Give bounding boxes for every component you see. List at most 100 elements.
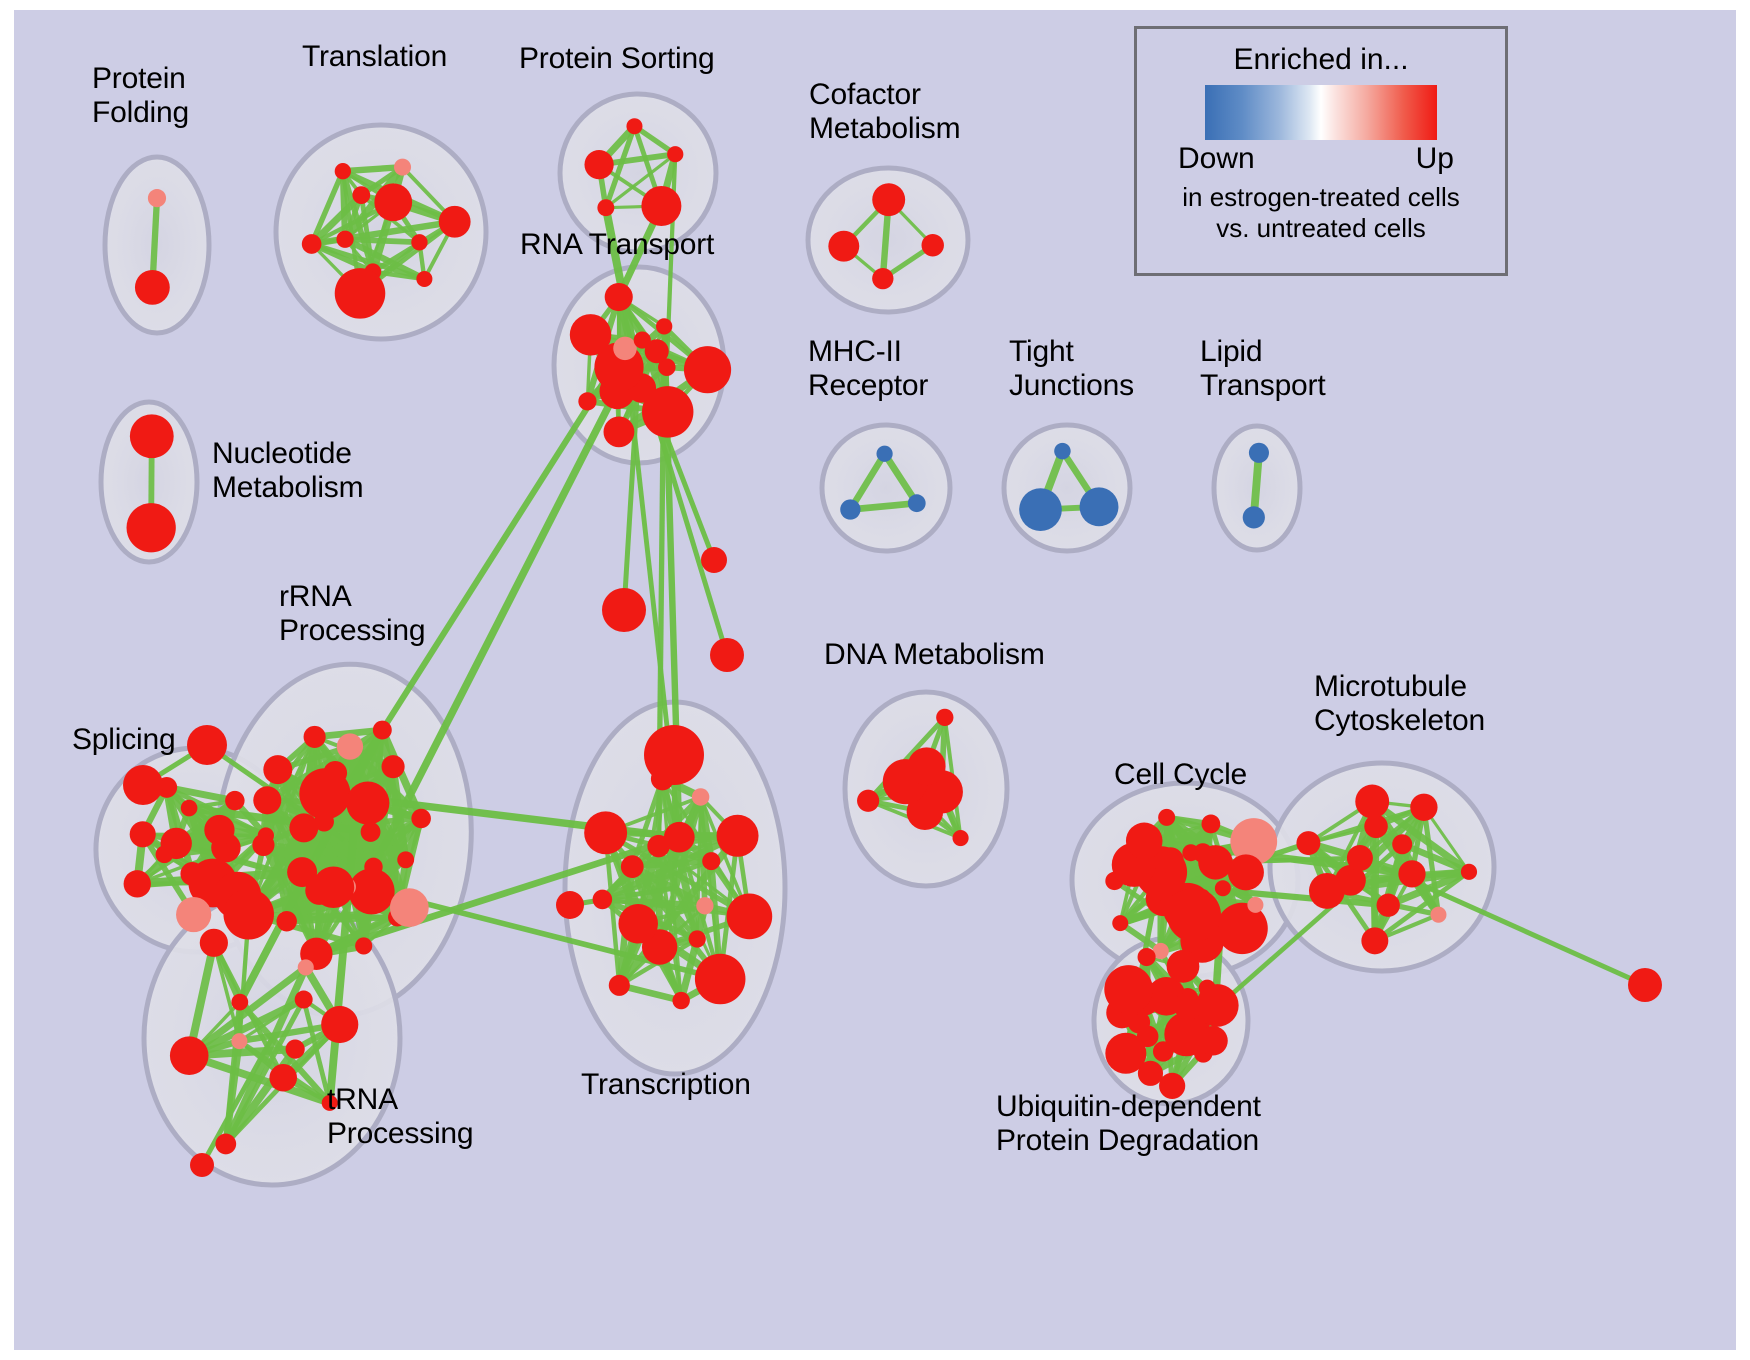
- gene-set-node-rrna-processing[interactable]: [348, 868, 395, 915]
- gene-set-node-transcription[interactable]: [702, 852, 721, 871]
- gene-set-node-microtubule-cytoskeleton[interactable]: [1398, 860, 1426, 888]
- gene-set-node-trna-processing[interactable]: [215, 1133, 237, 1155]
- gene-set-node-splicing[interactable]: [225, 790, 245, 811]
- gene-set-node-rrna-processing[interactable]: [346, 781, 390, 825]
- gene-set-node-nucleotide-metabolism[interactable]: [129, 414, 174, 459]
- gene-set-node-ubiquitin-protein-degradation[interactable]: [1137, 947, 1156, 967]
- gene-set-node-protein-folding[interactable]: [147, 189, 167, 208]
- gene-set-node-rna-transport[interactable]: [658, 358, 676, 376]
- gene-set-node-dna-metabolism[interactable]: [857, 789, 880, 812]
- gene-set-node-bridge[interactable]: [187, 725, 227, 765]
- gene-set-node-protein-sorting[interactable]: [584, 150, 614, 180]
- gene-set-node-rna-transport[interactable]: [633, 331, 651, 349]
- gene-set-node-splicing[interactable]: [204, 814, 235, 846]
- gene-set-node-translation[interactable]: [411, 234, 428, 251]
- gene-set-node-translation[interactable]: [393, 158, 412, 176]
- gene-set-node-microtubule-cytoskeleton[interactable]: [1296, 831, 1321, 856]
- gene-set-node-cell-cycle[interactable]: [1198, 845, 1233, 880]
- gene-set-node-ubiquitin-protein-degradation[interactable]: [1159, 1072, 1186, 1099]
- gene-set-node-microtubule-cytoskeleton[interactable]: [1355, 784, 1390, 819]
- gene-set-node-trna-processing[interactable]: [297, 959, 314, 976]
- gene-set-node-transcription[interactable]: [647, 834, 670, 858]
- gene-set-node-translation[interactable]: [352, 186, 371, 204]
- gene-set-node-microtubule-cytoskeleton[interactable]: [1430, 906, 1447, 923]
- gene-set-node-microtubule-cytoskeleton[interactable]: [1308, 873, 1345, 909]
- gene-set-node-bridge[interactable]: [556, 891, 584, 919]
- gene-set-node-rrna-processing[interactable]: [276, 911, 297, 932]
- gene-set-node-trna-processing[interactable]: [199, 928, 228, 957]
- gene-set-node-dna-metabolism[interactable]: [907, 747, 946, 786]
- gene-set-node-translation[interactable]: [438, 205, 471, 238]
- gene-set-node-trna-processing[interactable]: [321, 1094, 338, 1111]
- gene-set-node-dna-metabolism[interactable]: [936, 708, 954, 727]
- gene-set-node-mhc-ii-receptor[interactable]: [840, 499, 861, 520]
- gene-set-node-rrna-processing[interactable]: [381, 755, 405, 779]
- gene-set-node-mhc-ii-receptor[interactable]: [876, 445, 893, 462]
- gene-set-node-cell-cycle[interactable]: [1216, 902, 1268, 955]
- gene-set-node-rrna-processing[interactable]: [287, 857, 318, 888]
- gene-set-node-cell-cycle[interactable]: [1214, 880, 1231, 897]
- gene-set-node-microtubule-cytoskeleton[interactable]: [1346, 845, 1373, 872]
- gene-set-node-trna-processing[interactable]: [285, 1039, 305, 1059]
- gene-set-node-rna-transport[interactable]: [569, 314, 612, 356]
- gene-set-node-tight-junctions[interactable]: [1019, 488, 1062, 531]
- gene-set-node-ubiquitin-protein-degradation[interactable]: [1166, 950, 1200, 983]
- gene-set-node-rrna-processing[interactable]: [355, 937, 373, 955]
- gene-set-node-transcription[interactable]: [608, 974, 630, 996]
- gene-set-node-cell-cycle[interactable]: [1152, 942, 1169, 960]
- gene-set-node-cell-cycle[interactable]: [1125, 822, 1163, 860]
- gene-set-node-transcription[interactable]: [672, 991, 690, 1010]
- gene-set-node-protein-folding[interactable]: [134, 269, 170, 305]
- gene-set-node-microtubule-cytoskeleton[interactable]: [1364, 814, 1388, 839]
- gene-set-node-rna-transport[interactable]: [603, 416, 635, 448]
- gene-set-node-rna-transport[interactable]: [578, 392, 597, 411]
- gene-set-node-transcription[interactable]: [620, 855, 644, 878]
- gene-set-node-protein-sorting[interactable]: [667, 146, 684, 163]
- gene-set-node-translation[interactable]: [336, 230, 354, 248]
- gene-set-node-splicing[interactable]: [180, 799, 198, 817]
- gene-set-node-trna-processing[interactable]: [321, 1005, 359, 1044]
- gene-set-node-rrna-processing[interactable]: [411, 808, 431, 829]
- gene-set-node-transcription[interactable]: [663, 821, 695, 853]
- gene-set-node-bridge[interactable]: [1628, 968, 1662, 1002]
- gene-set-node-tight-junctions[interactable]: [1054, 442, 1071, 460]
- gene-set-node-transcription[interactable]: [726, 893, 773, 940]
- gene-set-node-cofactor-metabolism[interactable]: [921, 234, 944, 257]
- gene-set-node-translation[interactable]: [374, 183, 413, 222]
- gene-set-node-bridge[interactable]: [644, 725, 704, 785]
- gene-set-node-rrna-processing[interactable]: [323, 761, 348, 785]
- gene-set-node-cell-cycle[interactable]: [1230, 818, 1278, 865]
- gene-set-node-rrna-processing[interactable]: [289, 813, 319, 843]
- gene-set-node-splicing[interactable]: [180, 861, 205, 886]
- gene-set-node-ubiquitin-protein-degradation[interactable]: [1152, 1041, 1174, 1062]
- gene-set-node-translation[interactable]: [301, 234, 322, 254]
- gene-set-node-transcription[interactable]: [688, 930, 706, 948]
- gene-set-node-microtubule-cytoskeleton[interactable]: [1410, 793, 1438, 821]
- gene-set-node-ubiquitin-protein-degradation[interactable]: [1196, 984, 1239, 1027]
- gene-set-node-bridge[interactable]: [602, 588, 646, 632]
- gene-set-node-transcription[interactable]: [592, 889, 613, 910]
- gene-set-node-translation[interactable]: [334, 163, 351, 180]
- gene-set-node-trna-processing[interactable]: [231, 993, 249, 1011]
- gene-set-node-cofactor-metabolism[interactable]: [872, 267, 894, 290]
- gene-set-node-rna-transport[interactable]: [683, 346, 732, 394]
- gene-set-node-rrna-processing[interactable]: [360, 822, 381, 842]
- gene-set-node-transcription[interactable]: [696, 897, 714, 915]
- gene-set-node-mhc-ii-receptor[interactable]: [907, 494, 926, 513]
- gene-set-node-rna-transport[interactable]: [604, 282, 633, 312]
- gene-set-node-rrna-processing[interactable]: [389, 888, 429, 928]
- gene-set-node-bridge[interactable]: [1167, 888, 1221, 942]
- gene-set-node-ubiquitin-protein-degradation[interactable]: [1174, 992, 1203, 1021]
- gene-set-node-protein-sorting[interactable]: [597, 199, 615, 217]
- gene-set-node-cell-cycle[interactable]: [1227, 854, 1264, 891]
- gene-set-node-ubiquitin-protein-degradation[interactable]: [1105, 1032, 1147, 1074]
- gene-set-node-lipid-transport[interactable]: [1242, 506, 1265, 529]
- gene-set-node-cofactor-metabolism[interactable]: [872, 183, 906, 217]
- gene-set-node-splicing[interactable]: [160, 827, 192, 860]
- gene-set-node-bridge[interactable]: [710, 638, 744, 672]
- gene-set-node-translation[interactable]: [416, 270, 433, 287]
- gene-set-node-rna-transport[interactable]: [656, 318, 673, 335]
- gene-set-node-cell-cycle[interactable]: [1112, 915, 1129, 932]
- gene-set-node-microtubule-cytoskeleton[interactable]: [1361, 927, 1389, 955]
- gene-set-node-cell-cycle[interactable]: [1201, 814, 1221, 834]
